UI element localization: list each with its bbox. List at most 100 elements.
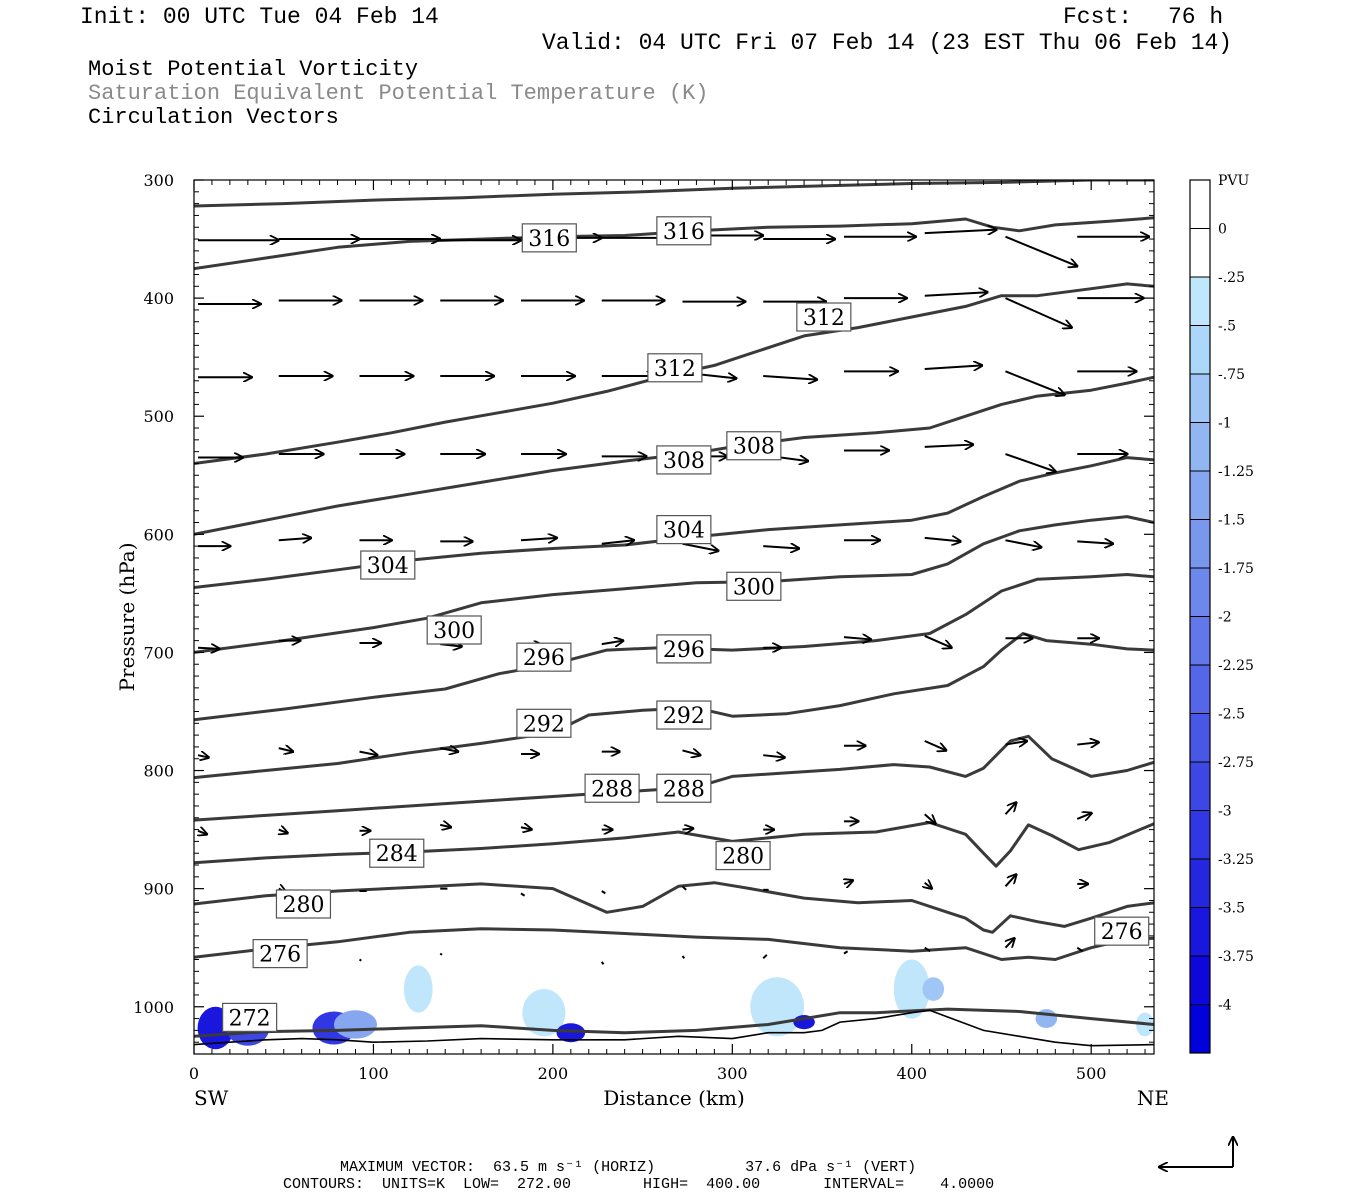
circulation-vector [1005,938,1014,949]
circulation-vector [1077,541,1113,543]
contour-label-box [656,216,712,246]
contour-label: 292 [516,708,572,738]
contour-label-text: 276 [1101,920,1143,945]
x-tick-label: 0 [189,1064,199,1083]
circulation-vector [601,890,606,895]
contour-label-text: 284 [376,842,418,867]
vector-scale-icon [1159,1137,1233,1167]
pv-patch [893,959,930,1019]
theta-es-contour [194,881,1154,934]
colorbar-swatch [1190,810,1210,859]
colorbar-label: -4 [1218,998,1232,1014]
contour-label: 292 [656,700,712,730]
y-axis-title: Pressure (hPa) [115,543,139,692]
contour-label: 312 [647,353,703,383]
contour-label: 280 [275,889,332,919]
circulation-vector [924,365,982,369]
circulation-vector [601,641,624,645]
circulation-vector [600,961,605,965]
contour-label: 296 [516,642,572,672]
contour-label-text: 280 [282,893,324,918]
circulation-vector [924,634,952,648]
circulation-vector [924,538,961,542]
contour-label-text: 276 [259,943,301,968]
colorbar-swatch [1190,228,1210,277]
valid-time: Valid: 04 UTC Fri 07 Feb 14 (23 EST Thu … [542,30,1233,56]
circulation-vector [1005,235,1077,267]
contour-label-text: 280 [722,845,764,870]
circulation-vector [682,542,718,551]
circulation-vector [843,950,849,955]
circulation-vector [924,813,936,823]
colorbar-label: -1.5 [1218,513,1245,529]
circulation-vector [440,825,451,827]
colorbar: PVU 0 -.25 -.5 -.75 -1 -1.25 -1.5 -1.75 -2 -2.25 -2… [1189,173,1254,1054]
circulation-vector [924,230,997,234]
contour-label: 304 [360,550,416,580]
theta-es-contour [194,632,1154,780]
colorbar-swatch [1190,325,1210,374]
colorbar-label: -1.75 [1218,561,1254,577]
circulation-vector [520,827,532,829]
circulation-vector [1005,370,1064,395]
contour-label-box [726,571,782,601]
circulation-vector [1005,453,1055,472]
colorbar-swatch [1190,568,1210,617]
footer-max-vector: MAXIMUM VECTOR: 63.5 m s⁻¹ (HORIZ) 37.6 … [340,1159,917,1176]
y-tick-label: 900 [143,880,174,899]
contour-label-box [516,708,572,738]
x-tick-label: 300 [717,1064,748,1083]
circulation-vector [763,755,785,757]
circulation-vector [1077,742,1099,744]
circulation-vector [1004,874,1016,887]
contour-label-box [656,773,712,803]
colorbar-label: -1 [1218,416,1232,432]
contour-label-text: 304 [663,519,705,544]
circulation-vector [278,748,293,752]
contour-label: 316 [521,223,577,253]
pv-patch [922,977,945,1001]
colorbar-label: -2.75 [1218,755,1254,771]
circulation-vector [843,637,871,639]
contour-label-text: 288 [663,777,705,802]
colorbar-swatch [1190,762,1210,811]
circulation-vector [763,376,817,380]
contour-label-box [726,431,782,461]
colorbar-swatch [1190,665,1210,714]
pv-patch [556,1023,586,1043]
contour-label-box [222,1002,278,1032]
x-tick-label: 400 [896,1064,927,1083]
contour-label-box [1094,916,1150,946]
contour-label-box [656,634,712,664]
circulation-vector [682,750,700,755]
contour-label-box [647,353,703,383]
contour-label-box [426,615,482,645]
circulation-vector [924,740,947,750]
circulation-vector [1005,741,1027,745]
terrain-line [194,1009,1154,1047]
contour-label-text: 300 [433,619,475,644]
contour-label: 288 [584,773,640,803]
contour-label: 312 [796,302,852,332]
contour-label: 276 [252,939,308,969]
colorbar-swatch [1190,374,1210,423]
colorbar-swatch [1190,907,1210,956]
y-tick-label: 300 [143,171,174,190]
circulation-vector [198,831,207,835]
contour-label: 300 [426,615,482,645]
circulation-vector [925,883,932,889]
contour-label-text: 308 [733,435,775,460]
contour-label-text: 304 [367,554,409,579]
colorbar-label: 0 [1218,222,1227,238]
pv-patch [427,953,446,978]
contour-label-box [369,838,425,868]
contour-label-text: 312 [654,357,696,382]
forecast-hour: 76 h [1168,4,1224,30]
circulation-vector [681,885,687,891]
contour-label: 300 [726,571,782,601]
colorbar-swatch [1190,180,1210,229]
x-left-end-label: SW [194,1086,229,1110]
y-tick-label: 700 [143,643,174,662]
circulation-vector [358,958,362,962]
contour-label-text: 296 [663,638,705,663]
